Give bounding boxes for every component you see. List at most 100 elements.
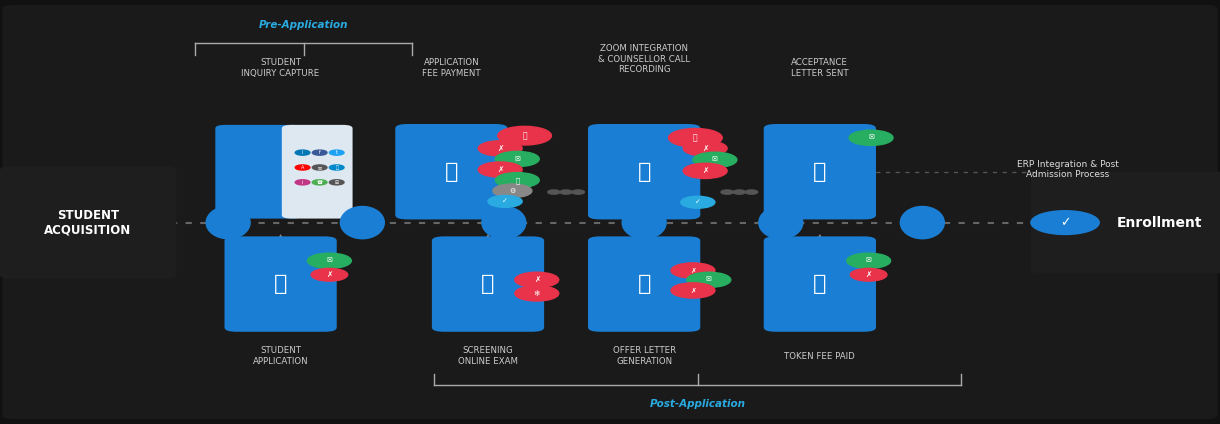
Text: Enrollment: Enrollment — [1116, 215, 1202, 230]
Ellipse shape — [206, 206, 250, 239]
Circle shape — [312, 150, 327, 155]
FancyBboxPatch shape — [282, 125, 353, 219]
Text: 📃: 📃 — [638, 274, 650, 294]
Circle shape — [498, 126, 551, 145]
Text: ✓: ✓ — [1060, 216, 1070, 229]
Text: f: f — [318, 150, 321, 155]
Circle shape — [850, 268, 887, 281]
FancyBboxPatch shape — [764, 237, 876, 332]
Text: ✗: ✗ — [326, 270, 333, 279]
Text: i: i — [301, 150, 304, 155]
Text: Post-Application: Post-Application — [650, 399, 745, 409]
Text: 🖥: 🖥 — [482, 274, 494, 294]
Text: ACCEPTANCE
LETTER SENT: ACCEPTANCE LETTER SENT — [791, 58, 849, 78]
FancyBboxPatch shape — [395, 124, 508, 220]
Text: ✉: ✉ — [869, 135, 874, 141]
Text: STUDENT
APPLICATION: STUDENT APPLICATION — [253, 346, 309, 366]
Circle shape — [683, 163, 727, 179]
Circle shape — [295, 165, 310, 170]
Text: ✗: ✗ — [497, 165, 504, 174]
Text: APPLICATION
FEE PAYMENT: APPLICATION FEE PAYMENT — [422, 58, 481, 78]
Circle shape — [307, 253, 351, 268]
Text: 💻: 💻 — [638, 162, 650, 182]
Circle shape — [572, 190, 584, 194]
Text: A: A — [301, 165, 304, 170]
Text: ✉: ✉ — [317, 165, 322, 170]
Circle shape — [1031, 211, 1099, 234]
Circle shape — [671, 263, 715, 278]
FancyBboxPatch shape — [224, 237, 337, 332]
Circle shape — [671, 283, 715, 298]
Text: ✗: ✗ — [865, 270, 872, 279]
Text: 🗑: 🗑 — [693, 133, 698, 142]
Text: Pre-Application: Pre-Application — [259, 20, 349, 31]
Text: i: i — [301, 180, 304, 185]
Text: 💳: 💳 — [445, 162, 458, 182]
Text: 📅: 📅 — [336, 165, 338, 170]
Text: STUDENT
ACQUISITION: STUDENT ACQUISITION — [44, 209, 132, 237]
Circle shape — [745, 190, 758, 194]
Text: ✉: ✉ — [866, 258, 871, 264]
Text: 📄: 📄 — [814, 162, 826, 182]
Text: ✉: ✉ — [706, 277, 711, 283]
Ellipse shape — [759, 206, 803, 239]
Circle shape — [312, 165, 327, 170]
Text: ✉: ✉ — [515, 156, 520, 162]
Ellipse shape — [622, 206, 666, 239]
FancyBboxPatch shape — [0, 167, 176, 279]
Circle shape — [669, 128, 722, 147]
Circle shape — [312, 180, 327, 185]
Ellipse shape — [340, 206, 384, 239]
Text: 🗑: 🗑 — [522, 131, 527, 140]
Text: ✗: ✗ — [497, 144, 504, 153]
Text: ERP Integration & Post
Admission Process: ERP Integration & Post Admission Process — [1016, 160, 1119, 179]
Circle shape — [515, 286, 559, 301]
Circle shape — [329, 150, 344, 155]
Text: t: t — [336, 150, 338, 155]
Text: ✉: ✉ — [327, 258, 332, 264]
FancyBboxPatch shape — [764, 124, 876, 220]
Circle shape — [495, 151, 539, 167]
FancyBboxPatch shape — [588, 124, 700, 220]
Text: TOKEN FEE PAID: TOKEN FEE PAID — [784, 351, 855, 361]
Circle shape — [329, 165, 344, 170]
Circle shape — [693, 152, 737, 167]
Circle shape — [548, 190, 560, 194]
Circle shape — [493, 184, 532, 198]
Text: ✉: ✉ — [712, 157, 717, 163]
Text: ✗: ✗ — [702, 166, 709, 176]
FancyBboxPatch shape — [432, 237, 544, 332]
Circle shape — [488, 195, 522, 207]
Circle shape — [295, 150, 310, 155]
Text: ✓: ✓ — [503, 198, 508, 204]
Text: ❄: ❄ — [533, 289, 540, 298]
Circle shape — [687, 272, 731, 287]
Text: ZOOM INTEGRATION
& COUNSELLOR CALL
RECORDING: ZOOM INTEGRATION & COUNSELLOR CALL RECOR… — [598, 45, 691, 74]
Circle shape — [478, 141, 522, 156]
Text: ⊞: ⊞ — [334, 180, 339, 185]
Text: ⚙: ⚙ — [509, 188, 516, 194]
Text: STUDENT
INQUIRY CAPTURE: STUDENT INQUIRY CAPTURE — [242, 58, 320, 78]
Circle shape — [683, 141, 727, 156]
Circle shape — [560, 190, 572, 194]
Circle shape — [847, 253, 891, 268]
Text: 📋: 📋 — [274, 274, 287, 294]
Text: ✗: ✗ — [691, 287, 695, 293]
FancyBboxPatch shape — [1031, 172, 1220, 273]
Text: 🤝: 🤝 — [814, 274, 826, 294]
Circle shape — [295, 180, 310, 185]
Text: ✗: ✗ — [533, 275, 540, 285]
Circle shape — [733, 190, 745, 194]
Circle shape — [495, 173, 539, 188]
FancyBboxPatch shape — [216, 125, 303, 219]
Ellipse shape — [900, 206, 944, 239]
Circle shape — [515, 272, 559, 287]
Circle shape — [681, 196, 715, 208]
FancyBboxPatch shape — [2, 5, 1218, 419]
Ellipse shape — [482, 206, 526, 239]
Text: ☎: ☎ — [316, 180, 323, 185]
Text: 👤: 👤 — [515, 177, 520, 184]
Text: OFFER LETTER
GENERATION: OFFER LETTER GENERATION — [612, 346, 676, 366]
Circle shape — [478, 162, 522, 177]
Text: ✓: ✓ — [695, 199, 700, 205]
